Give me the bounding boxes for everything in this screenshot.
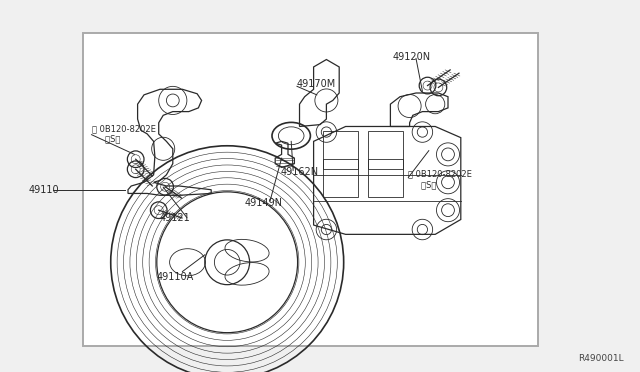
Bar (368, 131, 403, 169)
Text: 49110A: 49110A (157, 272, 194, 282)
Text: 49121: 49121 (160, 213, 191, 222)
Text: R490001L: R490001L (579, 354, 624, 363)
Bar (83, 33, 538, 346)
Text: 49162N: 49162N (280, 167, 319, 177)
Text: 49149N: 49149N (244, 198, 282, 208)
Text: 49110: 49110 (29, 185, 60, 195)
Bar (323, 159, 358, 197)
Bar (323, 131, 358, 169)
Text: 49170M: 49170M (297, 80, 336, 89)
Text: Ⓑ 0B120-8202E
     〈S〉: Ⓑ 0B120-8202E 〈S〉 (408, 170, 472, 189)
Text: 49120N: 49120N (393, 52, 431, 61)
Text: Ⓑ 0B120-8202E
     〈S〉: Ⓑ 0B120-8202E 〈S〉 (92, 124, 156, 144)
Bar (368, 159, 403, 197)
